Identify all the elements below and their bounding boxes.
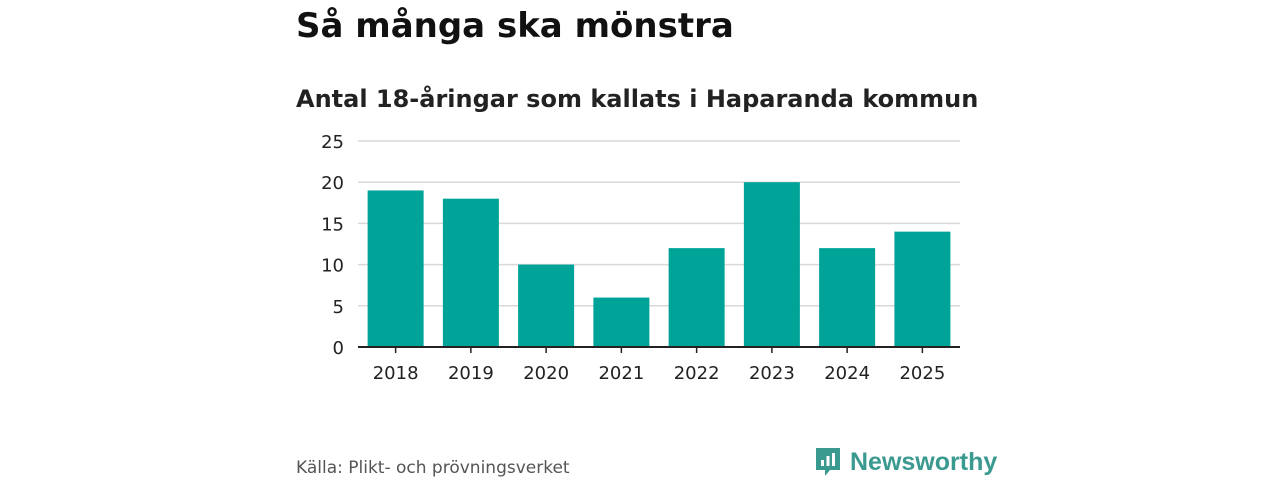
x-tick-label: 2020 bbox=[523, 363, 569, 384]
brand-logo: Newsworthy bbox=[814, 446, 997, 478]
x-tick-label: 2025 bbox=[899, 363, 945, 384]
y-tick-label: 5 bbox=[333, 297, 344, 318]
x-tick-label: 2024 bbox=[824, 363, 870, 384]
bar bbox=[593, 297, 650, 347]
x-tick-label: 2019 bbox=[448, 363, 494, 384]
brand-name: Newsworthy bbox=[850, 447, 998, 476]
bar bbox=[367, 190, 424, 347]
bar bbox=[518, 264, 575, 347]
bar bbox=[819, 248, 876, 347]
y-tick-label: 25 bbox=[321, 132, 344, 153]
bar bbox=[743, 182, 800, 347]
x-tick-label: 2021 bbox=[598, 363, 644, 384]
source-note: Källa: Plikt- och prövningsverket bbox=[296, 458, 570, 478]
y-tick-label: 20 bbox=[321, 173, 344, 194]
x-tick-label: 2022 bbox=[674, 363, 720, 384]
bar bbox=[442, 198, 499, 347]
newsworthy-logo-icon bbox=[816, 448, 840, 476]
x-tick-label: 2023 bbox=[749, 363, 795, 384]
bar bbox=[668, 248, 725, 347]
x-tick-label: 2018 bbox=[373, 363, 419, 384]
chart-title: Så många ska mönstra bbox=[296, 6, 734, 46]
y-tick-label: 0 bbox=[333, 338, 344, 359]
chart-subtitle: Antal 18-åringar som kallats i Haparanda… bbox=[296, 85, 979, 113]
y-tick-label: 10 bbox=[321, 256, 344, 277]
y-tick-label: 15 bbox=[321, 214, 344, 235]
bar bbox=[894, 231, 951, 347]
